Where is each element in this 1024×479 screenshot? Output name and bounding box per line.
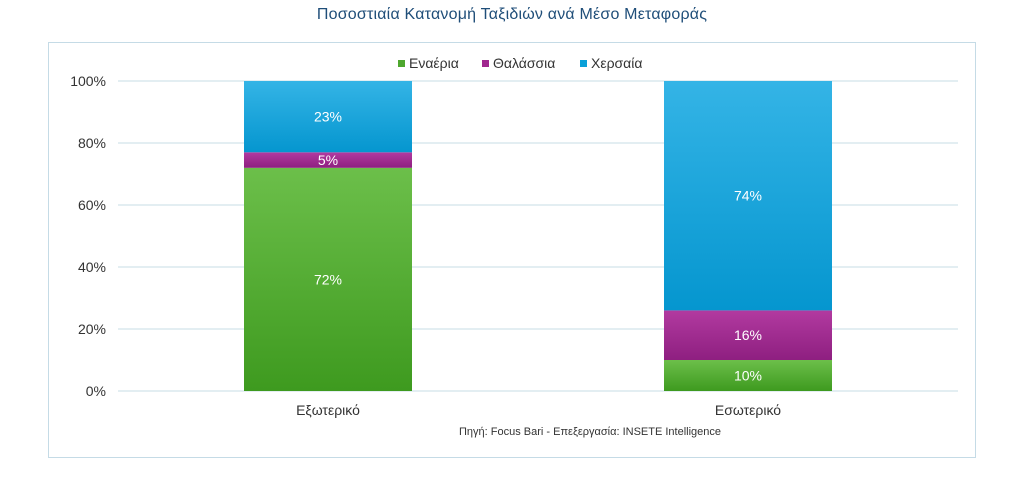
y-tick-label: 20% [78, 321, 106, 337]
chart-frame [48, 42, 976, 458]
y-tick-label: 0% [86, 383, 106, 399]
bars: 72% 5% 23% 10% 16% 74% [244, 81, 832, 391]
data-label: 10% [734, 368, 762, 384]
legend-label: Χερσαία [591, 55, 642, 71]
y-tick-label: 40% [78, 259, 106, 275]
y-tick-label: 80% [78, 135, 106, 151]
data-label: 5% [318, 152, 338, 168]
y-tick-label: 100% [70, 73, 106, 89]
data-label: 23% [314, 109, 342, 125]
legend-swatch [398, 60, 405, 67]
legend-label: Εναέρια [409, 55, 459, 71]
chart-title: Ποσοστιαία Κατανομή Ταξιδιών ανά Μέσο Με… [316, 6, 708, 23]
data-label: 74% [734, 188, 762, 204]
y-tick-label: 60% [78, 197, 106, 213]
x-tick-label: Εσωτερικό [715, 402, 781, 418]
data-label: 16% [734, 327, 762, 343]
bar-segment [664, 310, 832, 360]
legend-swatch [482, 60, 489, 67]
bar-segment [244, 167, 412, 391]
bar-segment [244, 81, 412, 153]
data-label: 72% [314, 271, 342, 287]
x-axis: Εξωτερικό Εσωτερικό [296, 402, 781, 418]
source-note: Πηγή: Focus Bari - Επεξεργασία: INSETE I… [459, 426, 721, 438]
legend: Εναέρια Θαλάσσια Χερσαία [398, 55, 642, 71]
y-axis: 0% 20% 40% 60% 80% 100% [70, 73, 106, 399]
bar-segment [664, 360, 832, 391]
x-tick-label: Εξωτερικό [296, 402, 360, 418]
legend-swatch [580, 60, 587, 67]
bar-segment [244, 152, 412, 168]
legend-label: Θαλάσσια [493, 55, 555, 71]
bar-segment [664, 81, 832, 311]
